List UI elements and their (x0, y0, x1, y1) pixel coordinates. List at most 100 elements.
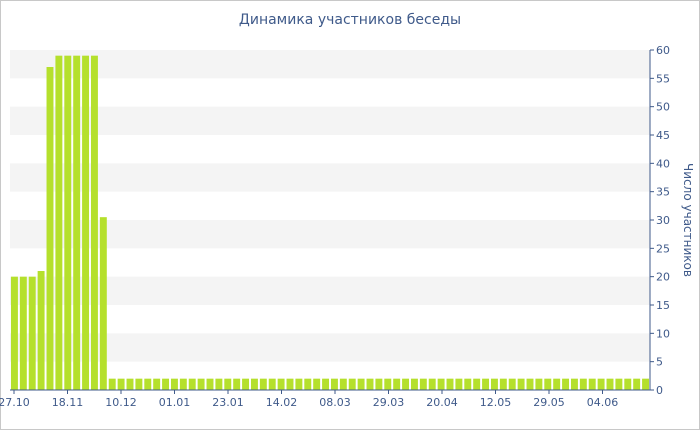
bar (633, 378, 641, 390)
bar (615, 378, 623, 390)
bar (428, 378, 436, 390)
x-tick-label: 04.06 (587, 396, 619, 409)
y-tick-label: 45 (656, 129, 670, 142)
bar (526, 378, 534, 390)
bar (46, 67, 54, 390)
bar (464, 378, 472, 390)
bar (179, 378, 187, 390)
bar (108, 378, 116, 390)
bar (437, 378, 445, 390)
bar (597, 378, 605, 390)
bar (357, 378, 365, 390)
y-tick-label: 60 (656, 44, 670, 57)
bar (455, 378, 463, 390)
y-tick-labels: 0 5 10 15 20 25 30 35 40 45 50 55 60 (656, 44, 670, 397)
bar (170, 378, 178, 390)
x-tick-label: 29.05 (533, 396, 565, 409)
bar (508, 378, 516, 390)
grid-band (10, 50, 650, 79)
grid-band (10, 106, 650, 135)
bar (277, 378, 285, 390)
bar (28, 276, 36, 390)
bar (313, 378, 321, 390)
x-tick-label: 12.05 (480, 396, 512, 409)
x-tick-label: 08.03 (319, 396, 351, 409)
bar (322, 378, 330, 390)
bar (206, 378, 214, 390)
bar (233, 378, 241, 390)
y-tick-label: 5 (656, 356, 663, 369)
bar (242, 378, 250, 390)
bar (419, 378, 427, 390)
bar (304, 378, 312, 390)
axes (10, 49, 654, 394)
bar (135, 378, 143, 390)
y-tick-label: 40 (656, 157, 670, 170)
bar (393, 378, 401, 390)
bar (268, 378, 276, 390)
y-tick-label: 35 (656, 186, 670, 199)
bar (579, 378, 587, 390)
bar (250, 378, 258, 390)
x-tick-label: 27.10 (0, 396, 30, 409)
grid-bands (10, 50, 650, 362)
bar (375, 378, 383, 390)
x-tick-label: 18.11 (52, 396, 84, 409)
bar (544, 378, 552, 390)
grid-band (10, 220, 650, 249)
bar (153, 378, 161, 390)
bar (215, 378, 223, 390)
chart-title: Динамика участников беседы (238, 12, 462, 28)
bar (19, 276, 27, 390)
bar (259, 378, 267, 390)
bar (348, 378, 356, 390)
bar (499, 378, 507, 390)
bar (624, 378, 632, 390)
y-tick-label: 0 (656, 384, 663, 397)
bar (73, 55, 81, 391)
grid-band (10, 333, 650, 362)
grid-band (10, 163, 650, 192)
bar (410, 378, 418, 390)
bar (473, 378, 481, 390)
bar (162, 378, 170, 390)
bar (188, 378, 196, 390)
bar (490, 378, 498, 390)
grid-band (10, 276, 650, 305)
bar (642, 378, 650, 390)
y-tick-label: 10 (656, 327, 670, 340)
x-tick-labels: 27.10 18.11 10.12 01.01 23.01 14.02 08.03 29.03… (0, 396, 618, 409)
y-tick-label: 25 (656, 242, 670, 255)
bar (10, 276, 18, 390)
y-tick-label: 30 (656, 214, 670, 227)
bar (517, 378, 525, 390)
bar (339, 378, 347, 390)
bar (330, 378, 338, 390)
bar (482, 378, 490, 390)
bar (37, 271, 45, 390)
bar (446, 378, 454, 390)
bar (606, 378, 614, 390)
bar (588, 378, 596, 390)
bar (535, 378, 543, 390)
y-tick-label: 50 (656, 101, 670, 114)
bar (99, 217, 107, 390)
bar (553, 378, 561, 390)
bar-series (10, 55, 650, 391)
bar (295, 378, 303, 390)
y-axis-title: Число участников (681, 163, 695, 277)
bar (126, 378, 134, 390)
x-tick-label: 01.01 (159, 396, 191, 409)
y-tick-label: 55 (656, 72, 670, 85)
x-tick-label: 23.01 (212, 396, 244, 409)
bar (82, 55, 90, 391)
bar (562, 378, 570, 390)
y-tick-label: 20 (656, 271, 670, 284)
bar (366, 378, 374, 390)
bar (402, 378, 410, 390)
bar (384, 378, 392, 390)
bar (64, 55, 72, 391)
x-tick-label: 14.02 (266, 396, 298, 409)
bar (197, 378, 205, 390)
